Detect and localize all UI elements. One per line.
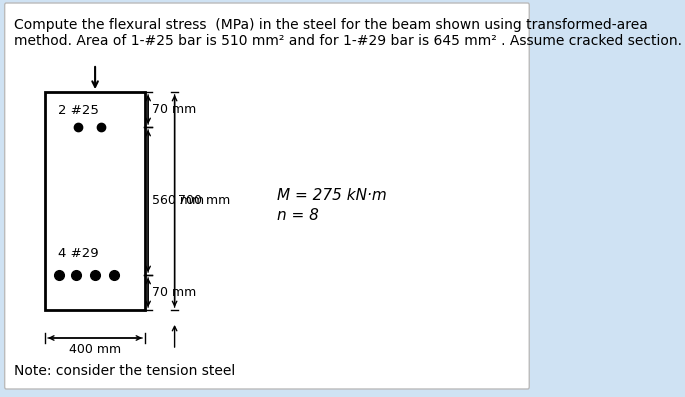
- Text: Compute the flexural stress  (MPa) in the steel for the beam shown using transfo: Compute the flexural stress (MPa) in the…: [14, 18, 682, 48]
- Text: 70 mm: 70 mm: [152, 286, 196, 299]
- Text: 70 mm: 70 mm: [152, 103, 196, 116]
- Text: n = 8: n = 8: [277, 208, 319, 222]
- Text: 2 #25: 2 #25: [58, 104, 99, 117]
- Text: 560 mm: 560 mm: [152, 195, 204, 208]
- Text: 700 mm: 700 mm: [179, 195, 231, 208]
- Text: 400 mm: 400 mm: [69, 343, 121, 356]
- FancyBboxPatch shape: [5, 3, 530, 389]
- Text: M = 275 kN·m: M = 275 kN·m: [277, 187, 386, 202]
- Text: Note: consider the tension steel: Note: consider the tension steel: [14, 364, 235, 378]
- Bar: [45, 92, 145, 310]
- Text: 4 #29: 4 #29: [58, 247, 98, 260]
